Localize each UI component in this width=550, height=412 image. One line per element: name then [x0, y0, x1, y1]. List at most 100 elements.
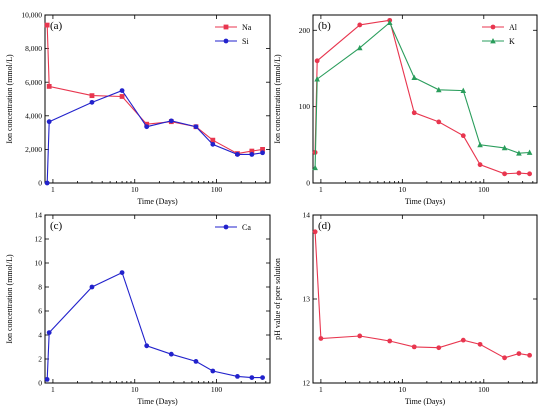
data-point [436, 119, 442, 125]
y-tick-label: 6,000 [25, 78, 42, 87]
chart-panel-d: 1 10 100 12 13 14 Time (Days) pH value of pore … [273, 211, 538, 406]
data-point [119, 88, 125, 93]
y-tick-label: 14 [35, 211, 43, 220]
y-tick-label: 0 [38, 179, 42, 188]
data-point [314, 58, 320, 64]
x-tick-label: 10 [399, 385, 407, 394]
series-line [46, 89, 263, 184]
x-tick-label: 1 [51, 185, 55, 194]
y-tick-label: 2 [38, 355, 42, 364]
x-axis-label: Time (Days) [137, 397, 178, 406]
data-point [502, 355, 507, 361]
chart-panel-b: 1 10 100 0 100 200 Time (Days) Ion concentratio… [273, 14, 538, 206]
y-axis-label: Ion concentration (mmol/L) [5, 54, 14, 144]
legend-label: Si [242, 37, 249, 46]
data-point [387, 338, 393, 344]
data-point [357, 333, 363, 339]
data-point [411, 344, 417, 350]
data-point [46, 84, 52, 89]
legend-label: Na [242, 23, 252, 32]
data-point [119, 94, 125, 99]
data-point [411, 74, 418, 81]
data-point [357, 22, 363, 28]
data-point [193, 359, 199, 364]
data-point [235, 374, 240, 379]
y-tick-label: 0 [306, 179, 310, 188]
panel-label: (b) [318, 20, 331, 32]
data-point [260, 150, 265, 156]
panel-label: (c) [50, 220, 63, 232]
data-point [527, 352, 532, 358]
data-point [210, 137, 216, 143]
data-point [210, 141, 216, 147]
x-tick-label: 100 [478, 385, 490, 394]
y-tick-label: 200 [299, 26, 311, 35]
data-point [144, 124, 150, 130]
series-ph [312, 229, 532, 361]
y-axis-label: Ion concentration (mmol/L) [5, 254, 14, 344]
data-point [210, 368, 216, 374]
data-point [312, 229, 318, 235]
data-point [249, 375, 255, 380]
series-line [46, 271, 263, 380]
legend-label: K [509, 37, 515, 46]
plot-frame [312, 14, 538, 184]
x-axis-label: Time (Days) [137, 197, 178, 206]
series-line [314, 19, 530, 175]
data-point [260, 147, 265, 152]
data-point [260, 375, 265, 380]
x-tick-label: 100 [211, 185, 223, 194]
data-point [460, 133, 466, 139]
data-point [144, 343, 150, 349]
data-point [89, 99, 95, 105]
chart-panel-a: 1 10 100 0 2,000 4,000 6,000 8,000 10,000 Time (D… [5, 11, 271, 206]
series-line [314, 21, 530, 168]
series-ca [44, 270, 265, 382]
legend-entry: Ca [215, 223, 251, 232]
data-point [386, 19, 393, 26]
y-tick-label: 0 [38, 379, 42, 388]
legend-entry: Na [215, 23, 252, 32]
y-tick-label: 10 [35, 259, 43, 268]
legend-entry: Al [482, 23, 518, 32]
y-tick-label: 8,000 [25, 44, 42, 53]
y-tick-label: 6 [38, 307, 42, 316]
panel-label: (a) [50, 20, 63, 32]
legend-marker [223, 224, 229, 230]
y-tick-label: 8 [38, 283, 42, 292]
legend-entry: K [482, 37, 515, 46]
legend-marker [223, 38, 229, 44]
data-point [119, 270, 125, 275]
y-tick-label: 4 [38, 331, 42, 340]
x-axis-label: Time (Days) [405, 397, 446, 406]
data-point [411, 110, 417, 116]
plot-frame [44, 214, 271, 384]
x-tick-label: 100 [478, 185, 490, 194]
data-point [516, 351, 522, 356]
data-point [44, 22, 50, 28]
data-point [314, 76, 320, 82]
data-point [477, 341, 483, 347]
data-point [526, 149, 533, 155]
data-point [460, 337, 466, 343]
x-tick-label: 1 [319, 185, 323, 194]
y-tick-label: 12 [303, 379, 311, 388]
series-si [44, 88, 265, 186]
data-point [193, 124, 199, 130]
series-k [312, 19, 533, 171]
series-al [312, 17, 532, 177]
y-tick-label: 2,000 [25, 145, 42, 154]
data-point [89, 93, 95, 99]
data-point [436, 345, 442, 351]
data-point [516, 150, 522, 156]
data-point [477, 162, 483, 168]
legend-label: Ca [242, 223, 251, 232]
legend-entry: Si [215, 37, 249, 46]
legend-marker [223, 24, 229, 30]
data-point [168, 351, 174, 357]
y-axis-label: pH value of pore solution [273, 258, 282, 340]
data-point [318, 336, 324, 341]
data-point [477, 141, 483, 148]
legend-marker [490, 24, 496, 30]
